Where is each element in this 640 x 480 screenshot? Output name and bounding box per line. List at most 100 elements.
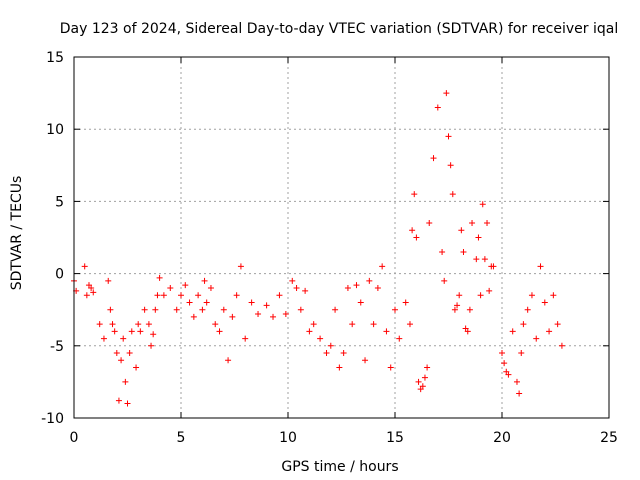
data-point	[546, 328, 553, 335]
data-point	[212, 321, 219, 328]
data-point	[152, 306, 159, 313]
data-point	[137, 328, 144, 335]
data-point	[449, 191, 456, 198]
data-point	[173, 306, 180, 313]
data-point	[541, 299, 548, 306]
data-point	[167, 285, 174, 292]
data-point	[96, 321, 103, 328]
y-tick-label: 10	[46, 122, 64, 138]
data-point	[411, 191, 418, 198]
data-point	[366, 277, 373, 284]
data-point	[486, 287, 493, 294]
data-point	[509, 328, 516, 335]
data-point	[451, 306, 458, 313]
x-tick-label: 5	[177, 430, 186, 446]
data-point	[81, 263, 88, 270]
data-point	[111, 328, 118, 335]
data-point	[430, 155, 437, 162]
data-point	[145, 321, 152, 328]
data-point	[124, 400, 131, 407]
data-point	[263, 302, 270, 309]
data-point	[464, 328, 471, 335]
tick-labels: 0 5 10 15 20 25 -10 -5 0 5 10 15	[41, 50, 618, 446]
data-point	[178, 292, 184, 299]
data-point	[454, 302, 461, 309]
data-point	[105, 277, 112, 284]
data-point	[383, 328, 390, 335]
data-point	[141, 306, 148, 313]
data-point	[456, 292, 463, 299]
data-point	[207, 285, 214, 292]
data-point	[528, 292, 535, 299]
data-point	[469, 220, 476, 227]
data-point	[357, 299, 364, 306]
data-point	[516, 390, 523, 397]
data-point	[362, 357, 369, 364]
x-tick-label: 10	[279, 430, 297, 446]
data-point	[128, 328, 135, 335]
data-point	[513, 378, 520, 385]
data-point	[220, 306, 227, 313]
data-point	[419, 383, 426, 390]
data-point	[340, 350, 347, 357]
y-axis-label: SDTVAR / TECUs	[9, 176, 25, 291]
data-point	[484, 220, 491, 227]
data-point	[554, 321, 561, 328]
y-tick-label: -5	[50, 339, 64, 355]
data-point	[317, 335, 324, 342]
data-point	[122, 378, 129, 385]
data-point	[353, 282, 360, 289]
data-point	[113, 350, 120, 357]
data-point	[100, 335, 107, 342]
data-point	[133, 364, 140, 371]
data-point	[445, 133, 452, 140]
data-point	[306, 328, 313, 335]
data-point	[524, 306, 531, 313]
chart-title: Day 123 of 2024, Sidereal Day-to-day VTE…	[60, 21, 618, 37]
data-point	[374, 285, 381, 292]
data-point	[282, 311, 289, 318]
data-point	[289, 277, 296, 284]
data-point	[150, 331, 157, 338]
data-point	[421, 374, 428, 381]
data-point	[479, 201, 486, 208]
data-point	[415, 378, 422, 385]
x-axis-label: GPS time / hours	[281, 459, 398, 475]
data-point	[323, 350, 330, 357]
data-point	[216, 328, 223, 335]
data-point	[501, 360, 508, 367]
data-point	[88, 285, 95, 292]
data-point	[118, 357, 125, 364]
data-point	[229, 313, 236, 320]
data-point	[409, 227, 416, 234]
data-point	[402, 299, 409, 306]
data-point	[443, 90, 450, 97]
data-point	[439, 248, 446, 255]
data-point	[109, 321, 116, 328]
y-tick-label: 5	[55, 194, 64, 210]
data-point	[518, 350, 525, 357]
data-point	[392, 306, 398, 313]
data-point	[413, 234, 420, 241]
data-point	[336, 364, 343, 371]
data-point	[458, 227, 465, 234]
axis-ticks	[73, 56, 610, 419]
data-point	[182, 282, 189, 289]
data-point	[186, 299, 193, 306]
data-point	[156, 274, 163, 281]
data-point	[473, 256, 480, 263]
data-point	[270, 313, 277, 320]
data-point	[199, 306, 206, 313]
data-point	[83, 292, 90, 299]
data-point	[396, 335, 403, 342]
data-point	[387, 364, 394, 371]
data-point	[195, 292, 202, 299]
x-tick-label: 0	[70, 430, 79, 446]
plot-frame	[73, 56, 610, 419]
data-point	[135, 321, 142, 328]
data-point	[370, 321, 377, 328]
y-tick-label: -10	[41, 411, 64, 427]
data-point	[310, 321, 317, 328]
data-point	[477, 292, 484, 299]
